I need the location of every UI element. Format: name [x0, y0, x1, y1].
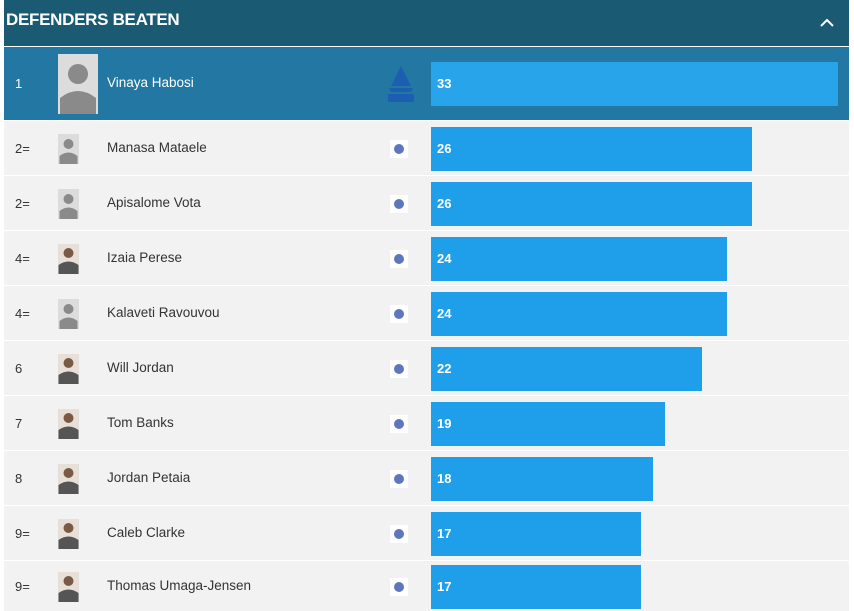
leaderboard-row[interactable]: 2= Apisalome Vota 26: [4, 175, 849, 230]
leaderboard-row[interactable]: 1 Vinaya Habosi 33: [4, 46, 849, 120]
player-name[interactable]: Will Jordan: [107, 359, 174, 375]
value-label: 17: [437, 525, 452, 541]
blues-logo-icon: [390, 524, 408, 543]
player-name[interactable]: Apisalome Vota: [107, 194, 201, 210]
chevron-up-icon[interactable]: [819, 15, 835, 31]
value-label: 17: [437, 578, 452, 594]
panel-title: DEFENDERS BEATEN: [6, 10, 180, 29]
leaderboard-row[interactable]: 4= Kalaveti Ravouvou 24: [4, 285, 849, 340]
leaderboard-row[interactable]: 9= Thomas Umaga-Jensen 17: [4, 560, 849, 611]
crusaders-logo-icon: [390, 359, 408, 378]
leaderboard-row[interactable]: 2= Manasa Mataele 26: [4, 120, 849, 175]
force-logo-icon: [390, 139, 408, 158]
value-bar: 33: [431, 62, 838, 106]
leaderboard-row[interactable]: 4= Izaia Perese 24: [4, 230, 849, 285]
player-name[interactable]: Manasa Mataele: [107, 139, 207, 155]
value-label: 26: [437, 195, 452, 211]
player-name[interactable]: Izaia Perese: [107, 249, 183, 265]
leaderboard-row[interactable]: 7 Tom Banks 19: [4, 395, 849, 450]
value-bar: 26: [431, 126, 752, 171]
brumbies-logo-icon: [390, 414, 408, 433]
rank-label: 8: [15, 470, 23, 486]
player-name[interactable]: Vinaya Habosi: [107, 75, 194, 90]
value-label: 18: [437, 470, 452, 486]
player-photo: [58, 518, 79, 549]
rank-label: 9=: [15, 525, 30, 541]
rank-label: 2=: [15, 195, 30, 211]
value-bar: 17: [431, 511, 641, 556]
player-name[interactable]: Kalaveti Ravouvou: [107, 304, 220, 320]
rank-label: 7: [15, 415, 23, 431]
player-photo: [58, 298, 79, 329]
value-label: 33: [437, 76, 452, 91]
value-label: 22: [437, 360, 452, 376]
rank-label: 6: [15, 360, 23, 376]
rank-label: 1: [15, 76, 23, 91]
value-bar: 18: [431, 456, 653, 501]
value-bar: 26: [431, 181, 752, 226]
drua-logo-icon: [390, 304, 408, 323]
player-name[interactable]: Jordan Petaia: [107, 469, 191, 485]
leaderboard-row[interactable]: 9= Caleb Clarke 17: [4, 505, 849, 560]
leaderboard-row[interactable]: 6 Will Jordan 22: [4, 340, 849, 395]
value-bar: 24: [431, 291, 727, 336]
value-label: 24: [437, 305, 452, 321]
value-label: 26: [437, 140, 452, 156]
leaderboard-row[interactable]: 8 Jordan Petaia 18: [4, 450, 849, 505]
value-label: 19: [437, 415, 452, 431]
panel-header[interactable]: DEFENDERS BEATEN: [4, 0, 849, 46]
drua-logo-icon: [385, 62, 417, 106]
player-photo: [58, 353, 79, 384]
reds-logo-icon: [390, 469, 408, 488]
value-bar: 24: [431, 236, 727, 281]
player-photo: [58, 188, 79, 219]
waratahs-logo-icon: [390, 249, 408, 268]
defenders-beaten-panel: DEFENDERS BEATEN 1 Vinaya Habosi 33 2= Manas…: [4, 0, 849, 611]
player-photo: [58, 463, 79, 494]
value-bar: 19: [431, 401, 665, 446]
value-bar: 22: [431, 346, 702, 391]
player-photo: [58, 571, 79, 602]
player-photo: [58, 243, 79, 274]
hurricanes-logo-icon: [390, 577, 408, 596]
rank-label: 9=: [15, 578, 30, 594]
player-name[interactable]: Thomas Umaga-Jensen: [107, 577, 252, 593]
player-photo: [58, 408, 79, 439]
rank-label: 2=: [15, 140, 30, 156]
drua-logo-icon: [390, 194, 408, 213]
rank-label: 4=: [15, 250, 30, 266]
value-label: 24: [437, 250, 452, 266]
player-photo: [58, 54, 98, 114]
player-photo: [58, 133, 79, 164]
player-name[interactable]: Tom Banks: [107, 414, 174, 430]
player-name[interactable]: Caleb Clarke: [107, 524, 186, 540]
value-bar: 17: [431, 564, 641, 609]
rank-label: 4=: [15, 305, 30, 321]
